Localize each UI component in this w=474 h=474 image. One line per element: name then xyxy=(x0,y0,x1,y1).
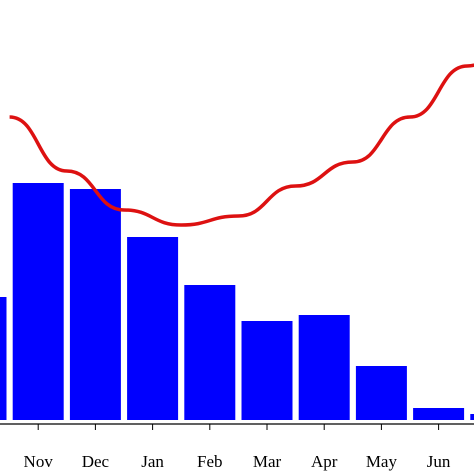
x-axis-ticks xyxy=(37,424,440,430)
bar-apr xyxy=(298,315,350,420)
bar-nov xyxy=(12,183,64,420)
bar-jul xyxy=(470,414,474,420)
line-path xyxy=(9,63,474,227)
bar-dec xyxy=(69,189,121,420)
x-tick-label-may: May xyxy=(366,452,398,471)
x-tick-label-dec: Dec xyxy=(82,452,110,471)
bar-oct xyxy=(0,297,7,420)
x-tick-label-jun: Jun xyxy=(427,452,451,471)
bar-jan xyxy=(127,237,179,420)
bar-series xyxy=(0,183,474,420)
x-tick-label-jan: Jan xyxy=(141,452,164,471)
bar-may xyxy=(355,366,407,420)
bar-feb xyxy=(184,285,236,420)
bar-jun xyxy=(413,408,465,420)
x-axis-tick-labels: Nov Dec Jan Feb Mar Apr May Jun xyxy=(24,452,451,471)
line-series xyxy=(9,63,474,227)
x-tick-label-apr: Apr xyxy=(311,452,338,471)
x-tick-label-feb: Feb xyxy=(197,452,223,471)
x-tick-label-mar: Mar xyxy=(253,452,282,471)
bar-mar xyxy=(241,321,293,420)
x-tick-label-nov: Nov xyxy=(24,452,54,471)
